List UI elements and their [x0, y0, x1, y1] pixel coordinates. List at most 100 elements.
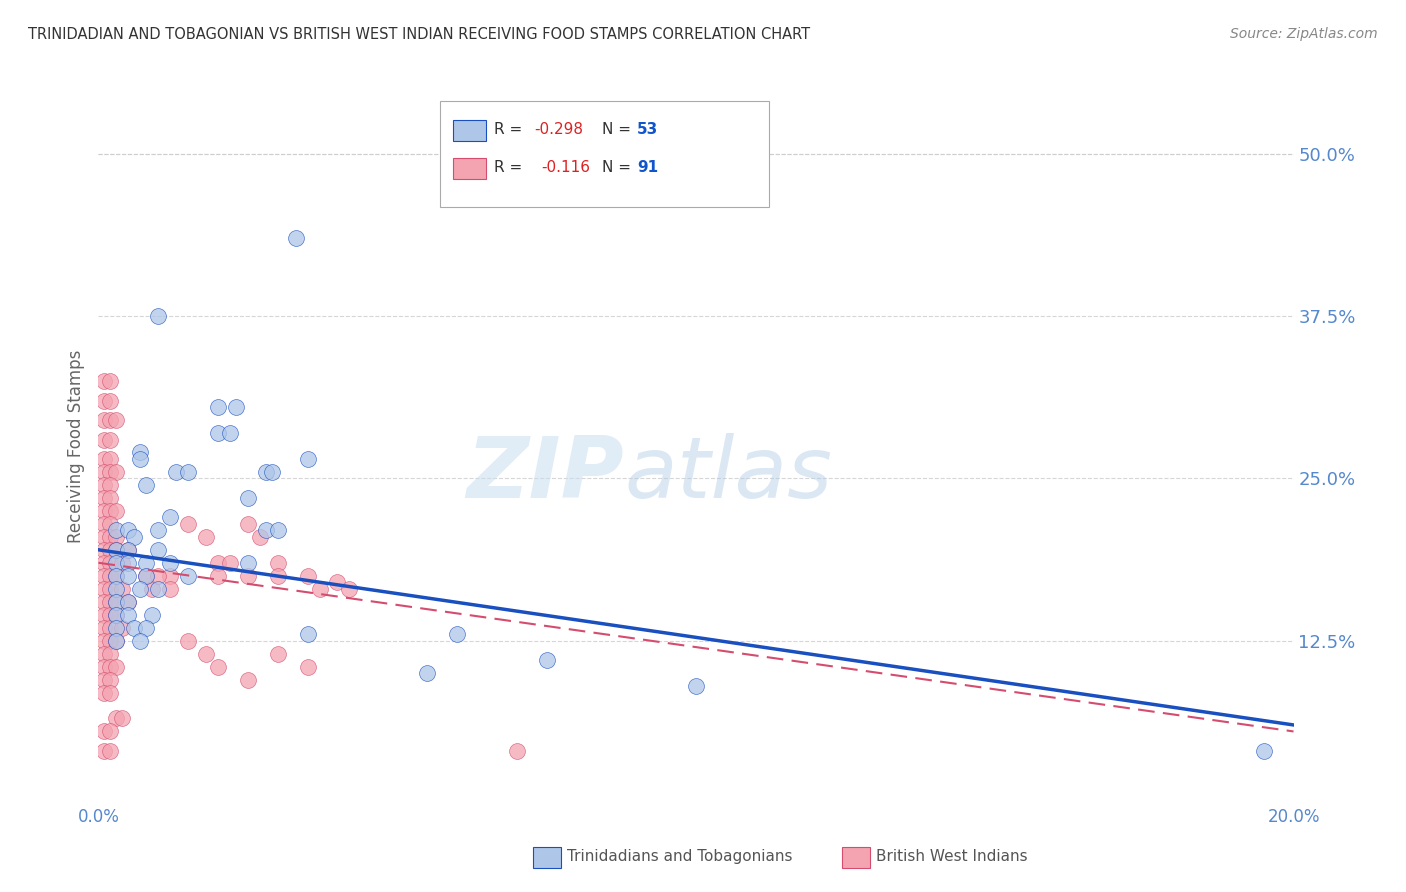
Text: atlas: atlas [624, 433, 832, 516]
Point [236, 556, 259, 570]
Point [225, 400, 247, 414]
Point [297, 627, 319, 641]
Point [339, 582, 360, 596]
Point [685, 679, 707, 693]
Point [177, 633, 200, 648]
Point [100, 374, 122, 388]
Point [249, 530, 271, 544]
Point [105, 582, 128, 596]
Point [93, 673, 115, 687]
Point [129, 633, 152, 648]
Point [260, 465, 283, 479]
Point [446, 627, 468, 641]
Text: ZIP: ZIP [467, 433, 624, 516]
Point [111, 711, 134, 725]
Point [536, 653, 558, 667]
Point [93, 465, 115, 479]
Point [100, 673, 122, 687]
Point [117, 595, 139, 609]
Text: 91: 91 [637, 161, 658, 175]
Y-axis label: Receiving Food Stamps: Receiving Food Stamps [67, 350, 86, 542]
Text: British West Indians: British West Indians [876, 849, 1028, 863]
Point [177, 465, 200, 479]
Point [105, 465, 128, 479]
Point [165, 465, 187, 479]
Point [93, 452, 115, 467]
Point [105, 633, 128, 648]
Point [100, 433, 122, 447]
Point [195, 647, 218, 661]
Point [105, 595, 128, 609]
Point [219, 556, 242, 570]
Point [100, 542, 122, 557]
Point [93, 744, 115, 758]
Point [100, 413, 122, 427]
Point [93, 433, 115, 447]
Point [93, 542, 115, 557]
Text: -0.116: -0.116 [541, 161, 591, 175]
Point [236, 516, 259, 531]
Point [207, 400, 229, 414]
Point [207, 659, 229, 673]
Point [267, 568, 290, 582]
Point [93, 659, 115, 673]
Point [141, 607, 163, 622]
Point [177, 568, 200, 582]
Point [93, 607, 115, 622]
Point [124, 621, 146, 635]
Point [219, 425, 242, 440]
Point [111, 621, 134, 635]
Point [105, 542, 128, 557]
Point [100, 621, 122, 635]
Point [105, 607, 128, 622]
Point [148, 542, 170, 557]
Point [267, 647, 290, 661]
Point [135, 478, 157, 492]
Point [135, 621, 157, 635]
Point [100, 595, 122, 609]
Point [111, 582, 134, 596]
Point [148, 524, 170, 538]
Point [236, 491, 259, 505]
Point [100, 465, 122, 479]
Point [93, 516, 115, 531]
Point [105, 504, 128, 518]
Point [105, 530, 128, 544]
Point [129, 452, 152, 467]
Point [159, 510, 181, 524]
Point [135, 568, 157, 582]
Point [117, 607, 139, 622]
Point [129, 445, 152, 459]
Point [207, 568, 229, 582]
Point [93, 393, 115, 408]
Point [117, 524, 139, 538]
Point [100, 504, 122, 518]
Text: N =: N = [602, 161, 636, 175]
Point [297, 452, 319, 467]
Point [117, 542, 139, 557]
Point [100, 568, 122, 582]
Point [105, 621, 128, 635]
Point [100, 633, 122, 648]
Point [93, 568, 115, 582]
Point [93, 595, 115, 609]
Point [267, 524, 290, 538]
Point [159, 568, 181, 582]
Point [207, 556, 229, 570]
Point [93, 491, 115, 505]
Point [105, 568, 128, 582]
Point [105, 524, 128, 538]
Text: R =: R = [494, 161, 531, 175]
Point [105, 633, 128, 648]
Point [100, 724, 122, 739]
Point [100, 607, 122, 622]
Point [105, 607, 128, 622]
Point [105, 568, 128, 582]
Point [135, 568, 157, 582]
Text: Source: ZipAtlas.com: Source: ZipAtlas.com [1230, 27, 1378, 41]
Point [129, 582, 152, 596]
Text: -0.298: -0.298 [534, 122, 583, 136]
Point [93, 478, 115, 492]
Point [105, 659, 128, 673]
Point [93, 685, 115, 699]
